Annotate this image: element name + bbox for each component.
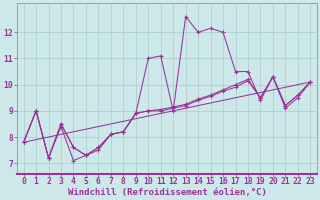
X-axis label: Windchill (Refroidissement éolien,°C): Windchill (Refroidissement éolien,°C) [68, 188, 266, 197]
